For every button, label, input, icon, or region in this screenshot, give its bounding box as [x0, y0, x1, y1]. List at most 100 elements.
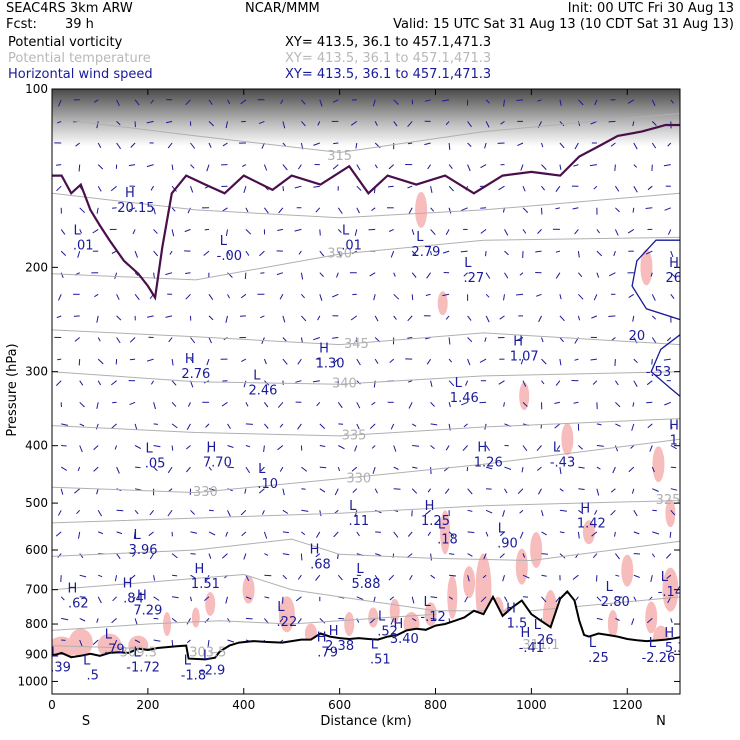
wind-vector — [614, 229, 619, 236]
hl-value-9: 1.30 — [316, 357, 345, 372]
pv-shade-9 — [645, 601, 658, 634]
wind-vector — [221, 401, 228, 407]
wind-contour-0 — [631, 239, 680, 321]
pv-shade-0 — [415, 191, 428, 228]
wind-vector — [667, 229, 672, 235]
wind-vector — [627, 99, 635, 104]
theta-label-10: 311.1 — [522, 638, 559, 653]
wind-vector — [374, 488, 378, 494]
wind-vector — [317, 315, 321, 321]
hl-value-6: 26.9 — [666, 271, 695, 286]
theta-label-4: 335 — [342, 428, 367, 443]
wind-vector — [186, 423, 191, 431]
wind-vector — [407, 185, 413, 189]
wind-vector — [463, 423, 468, 428]
wind-vector — [503, 99, 505, 107]
wind-vector — [669, 531, 672, 538]
wind-vector — [651, 294, 656, 301]
wind-vector — [615, 617, 620, 621]
wind-vector — [412, 445, 420, 447]
wind-vector — [577, 315, 581, 321]
wind-vector — [578, 509, 584, 515]
wind-vector — [245, 207, 249, 213]
wind-vector — [111, 618, 117, 624]
wind-vector — [245, 445, 251, 448]
wind-vector — [134, 272, 139, 277]
wind-vector — [393, 445, 397, 452]
hl-marker-l-32: L — [277, 600, 285, 615]
wind-vector — [448, 380, 455, 387]
wind-vector — [315, 574, 321, 581]
valid-time: Valid: 15 UTC Sat 31 Aug 13 (10 CDT Sat … — [393, 17, 734, 32]
theta-label-0: 315 — [327, 149, 352, 164]
wind-vector — [132, 553, 136, 557]
wind-vector — [574, 229, 579, 235]
wind-vector — [78, 531, 81, 539]
wind-vector — [301, 293, 305, 299]
wind-vector — [225, 315, 228, 323]
wind-vector — [206, 358, 210, 366]
wind-vector — [498, 185, 505, 191]
wind-vector — [282, 553, 290, 556]
wind-vector — [666, 553, 672, 559]
wind-vector — [208, 531, 216, 536]
wind-vector — [134, 250, 138, 258]
wind-vector — [294, 228, 302, 232]
wind-vector — [541, 164, 547, 170]
wind-vector — [279, 294, 284, 300]
wind-vector — [319, 445, 326, 447]
wind-vector — [430, 380, 433, 387]
hl-value-33: -.12 — [420, 610, 445, 625]
wind-vector — [97, 358, 104, 365]
wind-vector — [79, 207, 86, 214]
wind-vector — [519, 531, 524, 539]
hl-marker-l-33: L — [423, 595, 431, 610]
wind-vector — [149, 553, 155, 560]
wind-vector — [460, 250, 468, 253]
wind-vector — [114, 575, 118, 582]
wind-vector — [485, 466, 493, 470]
wind-vector — [134, 509, 139, 515]
wind-vector — [633, 185, 638, 193]
hl-marker-l-40: L — [371, 637, 379, 652]
wind-vector — [610, 488, 616, 493]
wind-vector — [651, 337, 657, 344]
wind-vector — [407, 531, 413, 537]
wind-vector — [150, 380, 155, 385]
wind-vector — [313, 142, 320, 146]
wind-vector — [356, 531, 360, 537]
wind-vector — [315, 207, 321, 213]
hl-marker-h-12: H — [206, 440, 216, 455]
wind-vector — [608, 315, 616, 317]
wind-vector — [57, 510, 62, 516]
wind-contour-label-0: 20 — [629, 329, 646, 344]
wind-vector — [61, 445, 67, 447]
hl-marker-l-46: L — [133, 646, 141, 661]
wind-vector — [259, 250, 265, 257]
wind-vector — [504, 250, 509, 256]
hl-value-8: 2.46 — [248, 383, 277, 398]
wind-vector — [610, 142, 616, 147]
wind-vector — [632, 121, 635, 127]
wind-vector — [559, 509, 567, 512]
wind-vector — [646, 401, 653, 404]
hl-marker-h-6: H — [669, 256, 679, 271]
x-tick-label: 0 — [48, 698, 56, 712]
wind-vector — [461, 401, 468, 406]
wind-vector — [171, 618, 177, 623]
wind-vector — [541, 358, 547, 365]
wind-vector — [516, 99, 524, 101]
wind-vector — [356, 423, 360, 430]
wind-vector — [282, 574, 288, 580]
wind-vector — [427, 531, 432, 536]
y-tick-label: 400 — [25, 439, 48, 453]
wind-vector — [651, 553, 656, 558]
wind-vector — [615, 207, 620, 213]
wind-vector — [408, 207, 413, 214]
wind-vector — [282, 186, 284, 192]
hl-marker-l-3: L — [342, 223, 350, 238]
wind-vector — [222, 142, 228, 147]
wind-vector — [146, 120, 154, 124]
wind-vector — [389, 358, 395, 363]
